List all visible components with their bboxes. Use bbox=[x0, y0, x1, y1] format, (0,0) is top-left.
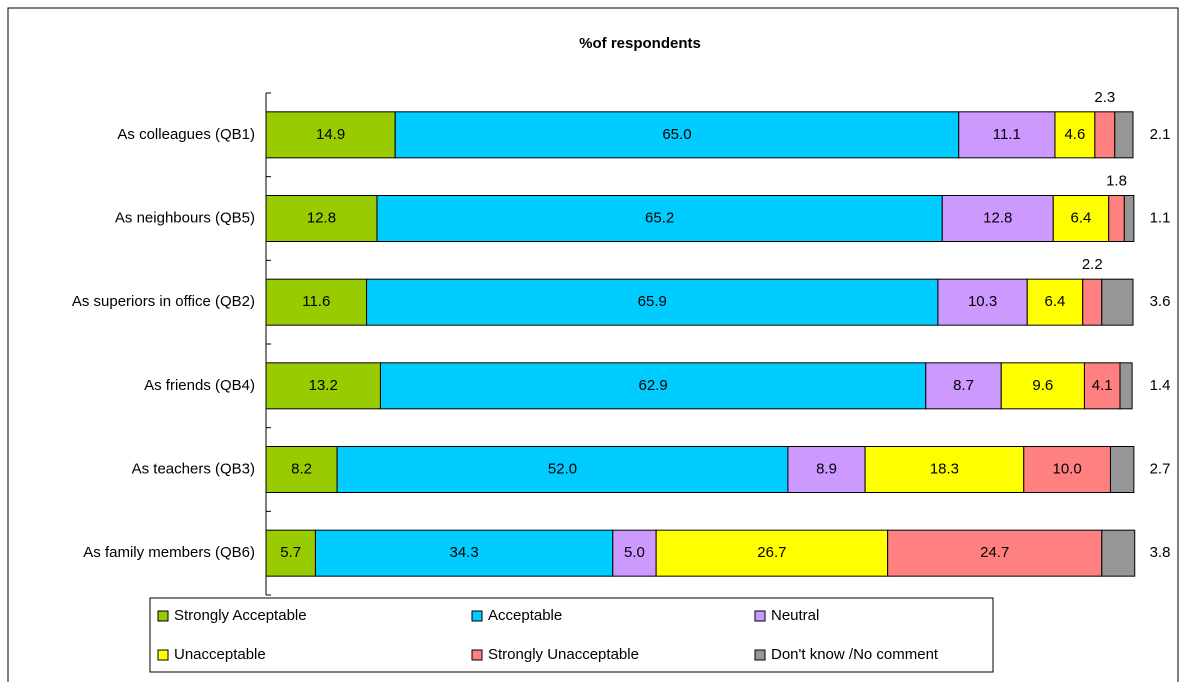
bar-segment bbox=[1094, 111, 1116, 159]
legend-swatch bbox=[471, 649, 483, 661]
category-label: As superiors in office (QB2) bbox=[72, 293, 255, 310]
bar-segment bbox=[376, 195, 943, 242]
category-label: As neighbours (QB5) bbox=[115, 209, 255, 226]
bar-segment bbox=[1052, 195, 1110, 242]
data-label: 65.2 bbox=[645, 209, 674, 226]
data-label: 4.1 bbox=[1092, 377, 1113, 394]
bar-segment bbox=[925, 362, 1002, 410]
legend-swatch bbox=[754, 649, 766, 661]
bar-segment bbox=[1119, 362, 1133, 410]
data-label: 1.4 bbox=[1150, 377, 1171, 394]
legend-label: Unacceptable bbox=[174, 646, 266, 663]
data-label: 6.4 bbox=[1045, 293, 1066, 310]
data-label: 8.2 bbox=[291, 460, 312, 477]
legend-label: Strongly Unacceptable bbox=[488, 646, 639, 663]
data-label: 18.3 bbox=[930, 460, 959, 477]
legend-swatch bbox=[754, 610, 766, 622]
data-label: 2.7 bbox=[1150, 460, 1171, 477]
data-label: 62.9 bbox=[639, 377, 668, 394]
bar-segment bbox=[265, 529, 316, 577]
data-label: 13.2 bbox=[309, 377, 338, 394]
bar-segment bbox=[937, 278, 1028, 326]
bar-segment bbox=[1082, 278, 1103, 326]
data-label: 65.0 bbox=[662, 126, 691, 143]
data-label: 6.4 bbox=[1071, 209, 1092, 226]
data-label: 8.9 bbox=[816, 460, 837, 477]
data-label: 3.6 bbox=[1150, 293, 1171, 310]
bar-segment bbox=[1083, 362, 1121, 410]
data-label: 11.6 bbox=[302, 293, 330, 310]
data-label: 3.8 bbox=[1150, 544, 1171, 561]
data-label: 5.7 bbox=[280, 544, 301, 561]
bar-segment bbox=[887, 529, 1103, 577]
bar-segment bbox=[1109, 446, 1135, 493]
category-label: As family members (QB6) bbox=[83, 544, 255, 561]
data-label: 26.7 bbox=[757, 544, 786, 561]
legend-swatch bbox=[157, 610, 169, 622]
bar-segment bbox=[612, 529, 657, 577]
legend-swatch bbox=[471, 610, 483, 622]
data-label: 34.3 bbox=[450, 544, 479, 561]
chart-frame bbox=[7, 7, 1179, 682]
data-label: 10.3 bbox=[968, 293, 997, 310]
data-label: 8.7 bbox=[953, 377, 974, 394]
category-label: As colleagues (QB1) bbox=[117, 126, 255, 143]
legend-swatch bbox=[157, 649, 169, 661]
bar-segment bbox=[265, 195, 378, 242]
data-label: 2.2 bbox=[1082, 256, 1103, 273]
bar-segment bbox=[265, 111, 396, 159]
bar-segment bbox=[336, 446, 789, 493]
data-label: 2.1 bbox=[1150, 126, 1171, 143]
bar-segment bbox=[655, 529, 889, 577]
bar-segment bbox=[265, 446, 338, 493]
bar-segment bbox=[941, 195, 1054, 242]
bar-segment bbox=[314, 529, 614, 577]
data-label: 10.0 bbox=[1053, 460, 1082, 477]
legend-label: Neutral bbox=[771, 607, 819, 624]
category-label: As teachers (QB3) bbox=[132, 460, 255, 477]
bar-segment bbox=[1026, 278, 1084, 326]
data-label: 1.8 bbox=[1106, 172, 1127, 189]
bar-segment bbox=[1000, 362, 1085, 410]
legend-label: Strongly Acceptable bbox=[174, 607, 307, 624]
bar-segment bbox=[265, 362, 381, 410]
data-label: 1.1 bbox=[1150, 209, 1171, 226]
data-label: 65.9 bbox=[638, 293, 667, 310]
bar-segment bbox=[379, 362, 927, 410]
bar-segment bbox=[1101, 529, 1136, 577]
bar-segment bbox=[1108, 195, 1125, 242]
chart-title: %of respondents bbox=[579, 35, 701, 52]
legend-label: Don't know /No comment bbox=[771, 646, 939, 663]
data-label: 12.8 bbox=[983, 209, 1012, 226]
data-label: 12.8 bbox=[307, 209, 336, 226]
data-label: 2.3 bbox=[1094, 89, 1115, 106]
data-label: 52.0 bbox=[548, 460, 577, 477]
bar-segment bbox=[394, 111, 960, 159]
bar-segment bbox=[1023, 446, 1111, 493]
data-label: 14.9 bbox=[316, 126, 345, 143]
data-label: 9.6 bbox=[1032, 377, 1053, 394]
bar-segment bbox=[1114, 111, 1134, 159]
legend-label: Acceptable bbox=[488, 607, 562, 624]
bar-segment bbox=[1123, 195, 1135, 242]
data-label: 4.6 bbox=[1064, 126, 1085, 143]
bar-segment bbox=[1101, 278, 1134, 326]
data-label: 5.0 bbox=[624, 544, 645, 561]
category-label: As friends (QB4) bbox=[144, 377, 255, 394]
bar-segment bbox=[864, 446, 1025, 493]
data-label: 11.1 bbox=[993, 126, 1021, 143]
bar-segment bbox=[366, 278, 939, 326]
data-label: 24.7 bbox=[980, 544, 1009, 561]
legend-box bbox=[149, 597, 994, 673]
